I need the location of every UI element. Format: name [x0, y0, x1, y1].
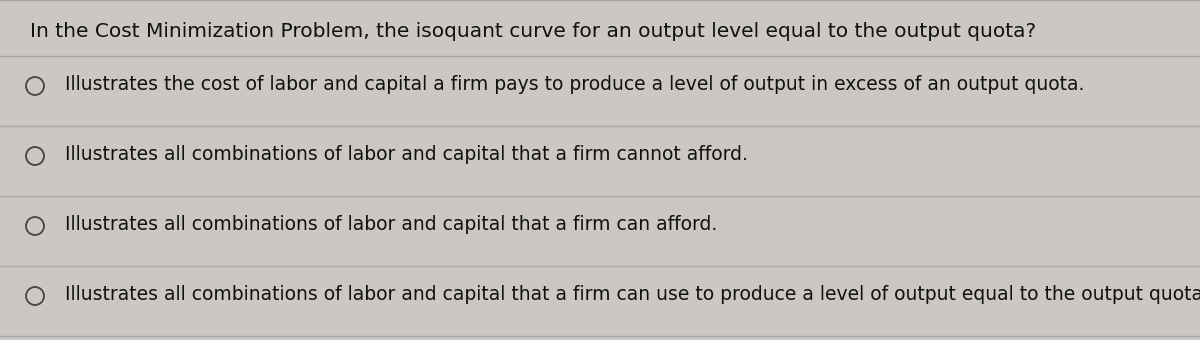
Text: In the Cost Minimization Problem, the isoquant curve for an output level equal t: In the Cost Minimization Problem, the is…: [30, 22, 1036, 41]
Text: Illustrates all combinations of labor and capital that a firm can afford.: Illustrates all combinations of labor an…: [65, 215, 718, 234]
Text: Illustrates the cost of labor and capital a firm pays to produce a level of outp: Illustrates the cost of labor and capita…: [65, 75, 1085, 94]
Text: Illustrates all combinations of labor and capital that a firm cannot afford.: Illustrates all combinations of labor an…: [65, 145, 748, 164]
Text: Illustrates all combinations of labor and capital that a firm can use to produce: Illustrates all combinations of labor an…: [65, 285, 1200, 304]
